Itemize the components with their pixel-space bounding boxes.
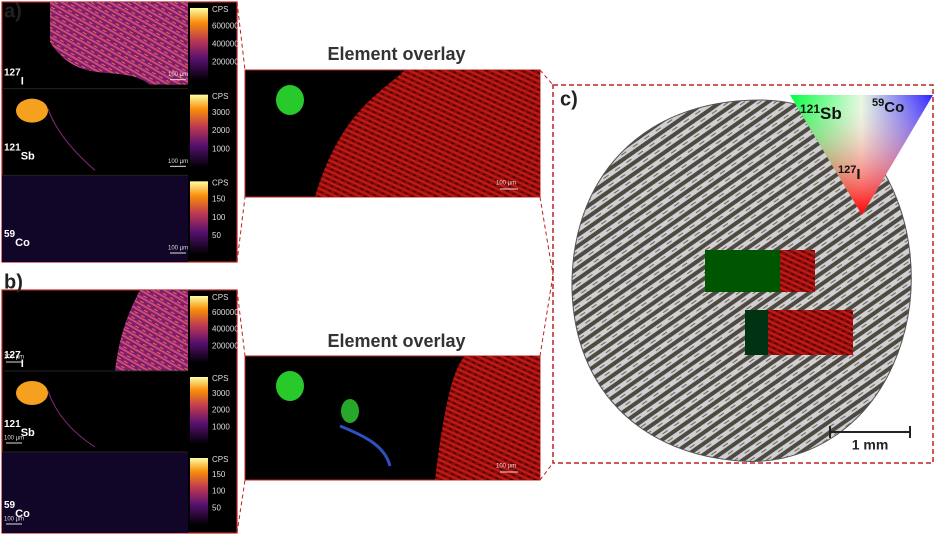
colorbar [190,377,208,444]
overlay-red [435,356,540,480]
colorbar-unit: CPS [212,5,228,14]
scale-label: 100 µm [168,246,188,252]
isotope-label: 121Sb [4,419,35,439]
scale-label: 100 µm [168,159,188,165]
isotope-label: 59Co [4,229,30,249]
colorbar-unit: CPS [212,374,228,383]
inset-map-red [780,250,815,292]
colorbar-tick: 2000 [212,126,230,135]
colorbar [190,8,208,81]
map-signal [47,108,96,171]
isotope-element: I [21,358,24,370]
isotope-element: I [21,76,24,88]
connector [539,462,554,481]
colorbar-tick: 50 [212,231,221,240]
isotope-element: Co [15,508,30,520]
isotope-element: Co [15,237,30,249]
connector [236,196,246,263]
panel-label: b) [4,271,23,293]
colorbar-tick: 200000 [212,58,239,67]
overlay-green [341,399,359,423]
map-signal [16,98,48,123]
colorbar-tick: 400000 [212,39,239,48]
colorbar-tick: 150 [212,470,226,479]
map-signal [115,290,188,371]
colorbar [190,458,208,525]
colorbar-tick: 100 [212,213,226,222]
colorbar-unit: CPS [212,92,228,101]
colorbar-unit: CPS [212,455,228,464]
colorbar-tick: 1000 [212,144,230,153]
panel-c-frame [552,84,934,464]
isotope-mass: 127 [4,350,21,361]
colorbar-tick: 3000 [212,389,230,398]
isotope-mass: 127 [4,67,21,78]
connector [539,69,554,86]
isotope-mass: 59 [4,229,16,240]
panel-label: c) [560,88,578,110]
isotope-mass: 59 [4,500,16,511]
colorbar-tick: 400000 [212,325,239,334]
overlay-title: Element overlay [327,44,465,64]
scale-label: 100 µm [496,181,516,187]
colorbar-tick: 2000 [212,406,230,415]
connector [236,1,246,71]
overlay-blue [339,424,392,467]
connector [539,196,554,276]
triangle-label: 121Sb [800,102,842,123]
colorbar-tick: 1000 [212,422,230,431]
map-signal [50,2,188,85]
colorbar [190,94,208,168]
colorbar-tick: 600000 [212,308,239,317]
overlay-title: Element overlay [327,331,465,351]
overlay-green [276,371,304,401]
map-signal [47,390,96,448]
triangle-label: 127I [838,164,861,183]
scale-label: 100 µm [168,72,188,78]
connector [539,274,554,357]
colorbar-tick: 150 [212,195,226,204]
colorbar [190,296,208,363]
isotope-element: Sb [21,427,35,439]
isotope-label: 127I [4,350,24,370]
isotope-mass: 121 [4,419,21,430]
colorbar-unit: CPS [212,178,228,187]
map-signal [2,175,188,262]
isotope-label: 59Co [4,500,30,520]
scale-label: 1 mm [852,437,889,453]
colorbar-tick: 600000 [212,21,239,30]
map-signal [16,381,48,405]
scale-label: 100 µm [4,517,24,523]
colorbar-tick: 50 [212,503,221,512]
map-signal [2,452,188,533]
isotope-element: Sb [21,150,35,162]
scale-label: 100 µm [496,464,516,470]
colorbar-tick: 3000 [212,108,230,117]
isotope-mass: 121 [4,142,21,153]
connector [236,479,246,534]
overlay-red [315,70,540,197]
colorbar-tick: 200000 [212,341,239,350]
inset-map-red [768,310,853,355]
panel-label: a) [4,0,22,22]
overlay-green [276,85,304,115]
isotope-label: 127I [4,67,24,87]
color-triangle-shade [790,95,933,215]
scale-label: 100 µm [4,436,24,442]
colorbar-tick: 100 [212,487,226,496]
isotope-label: 121Sb [4,142,35,162]
triangle-label: 59Co [872,97,904,116]
scale-label: 100 µm [4,355,24,361]
colorbar [190,181,208,254]
colorbar-unit: CPS [212,293,228,302]
